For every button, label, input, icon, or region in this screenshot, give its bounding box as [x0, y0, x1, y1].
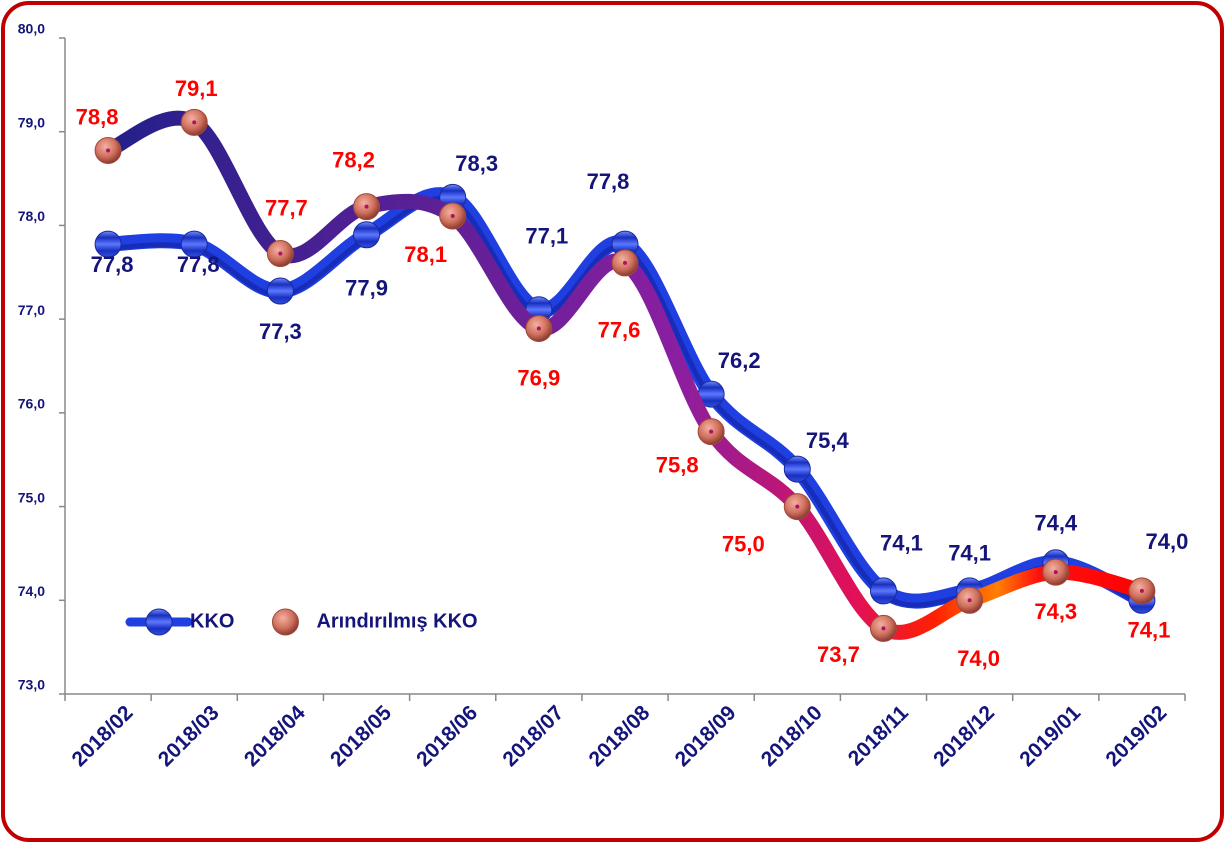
marker: [266, 277, 294, 305]
marker: [180, 230, 208, 258]
data-label: 74,4: [1034, 511, 1078, 536]
data-label: 77,9: [345, 276, 388, 301]
data-label: 78,1: [404, 242, 447, 267]
data-label: 77,8: [91, 252, 134, 277]
marker-dot: [364, 204, 369, 209]
data-label: 75,8: [656, 452, 699, 477]
data-label: 75,0: [722, 531, 765, 556]
data-label: 77,3: [259, 319, 302, 344]
data-label: 74,3: [1034, 599, 1077, 624]
data-label: 78,3: [455, 151, 498, 176]
data-label: 77,1: [525, 224, 568, 249]
data-label: 75,4: [806, 428, 850, 453]
y-tick-label: 75,0: [18, 489, 45, 505]
marker: [353, 221, 381, 249]
marker: [94, 230, 122, 258]
legend-swatch-marker: [145, 608, 173, 636]
marker-dot: [1053, 570, 1058, 575]
y-tick-label: 77,0: [18, 302, 45, 318]
marker: [783, 455, 811, 483]
data-label: 76,2: [718, 348, 761, 373]
data-label: 74,0: [1146, 529, 1189, 554]
y-tick-label: 73,0: [18, 677, 45, 693]
marker-dot: [1139, 588, 1144, 593]
data-label: 74,1: [880, 531, 923, 556]
data-label: 76,9: [517, 365, 560, 390]
marker-dot: [536, 326, 541, 331]
marker-dot: [881, 626, 886, 631]
data-label: 74,0: [957, 646, 1000, 671]
y-tick-label: 74,0: [18, 583, 45, 599]
marker-dot: [450, 214, 455, 219]
data-label: 77,7: [265, 195, 308, 220]
y-tick-label: 76,0: [18, 396, 45, 412]
data-label: 77,8: [177, 252, 220, 277]
legend-label: KKO: [190, 610, 234, 632]
marker-dot: [106, 148, 111, 153]
marker: [869, 577, 897, 605]
data-label: 73,7: [817, 642, 860, 667]
marker-dot: [623, 260, 627, 265]
y-tick-label: 78,0: [18, 208, 45, 224]
data-label: 74,1: [948, 541, 991, 566]
y-tick-label: 79,0: [18, 114, 45, 130]
data-label: 78,2: [332, 147, 375, 172]
data-label: 77,6: [598, 318, 641, 343]
y-tick-label: 80,0: [18, 21, 45, 37]
data-label: 79,1: [175, 76, 218, 101]
data-label: 77,8: [587, 169, 630, 194]
marker-dot: [278, 251, 283, 256]
marker-dot: [192, 120, 197, 125]
data-label: 78,8: [76, 104, 119, 129]
marker-dot: [967, 598, 972, 603]
legend-label: Arındırılmış KKO: [316, 610, 477, 632]
legend-swatch-marker: [271, 608, 299, 636]
data-label: 74,1: [1128, 618, 1171, 643]
marker-dot: [795, 504, 800, 509]
marker-dot: [709, 429, 714, 434]
